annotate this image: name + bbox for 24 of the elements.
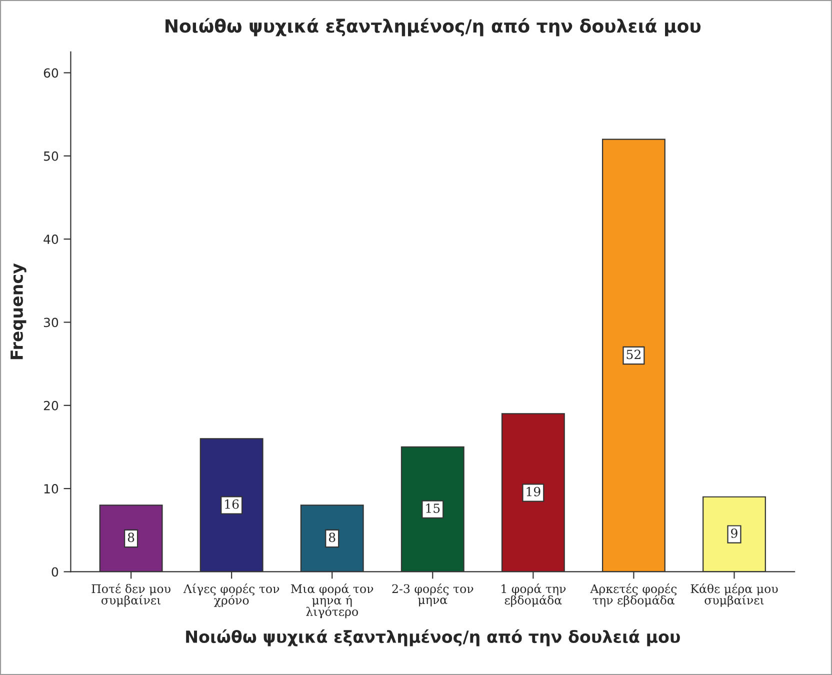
data-label: 19 <box>526 486 540 496</box>
y-tick-label: 50 <box>44 151 58 161</box>
y-tick-label: 0 <box>52 567 58 577</box>
y-tick-label: 40 <box>44 234 58 244</box>
x-tick-label: Μια φορά τον μηνα ή λιγότερο <box>291 584 374 618</box>
data-label: 16 <box>225 499 239 509</box>
x-tick-label: Αρκετές φορές την εβδομάδα <box>590 584 677 607</box>
data-label: 8 <box>328 532 336 542</box>
x-tick-label: Κάθε μέρα μου συμβαίνει <box>690 584 778 607</box>
data-label: 9 <box>731 528 738 538</box>
y-tick-label: 60 <box>44 68 58 78</box>
x-axis-title: Νοιώθω ψυχικά εξαντλημένος/η από την δουλειά μου <box>186 629 680 646</box>
y-tick-label: 30 <box>44 318 58 328</box>
x-tick-label: Λίγες φορές τον χρόνο <box>183 584 280 608</box>
data-label: 52 <box>626 350 640 360</box>
x-tick-label: 2-3 φορές τον μηνα <box>392 584 474 606</box>
y-tick-label: 10 <box>44 484 58 494</box>
y-axis-title: Frequency <box>10 263 26 360</box>
chart-title: Νοιώθω ψυχικά εξαντλημένος/η από την δουλειά μου <box>166 18 701 36</box>
x-tick-label: 1 φορά την εβδομάδα <box>502 584 566 607</box>
data-label: 8 <box>128 532 134 542</box>
y-tick-label: 20 <box>44 400 58 410</box>
data-label: 15 <box>426 504 440 513</box>
x-tick-label: Ποτέ δεν μου συμβαίνει <box>92 584 170 607</box>
